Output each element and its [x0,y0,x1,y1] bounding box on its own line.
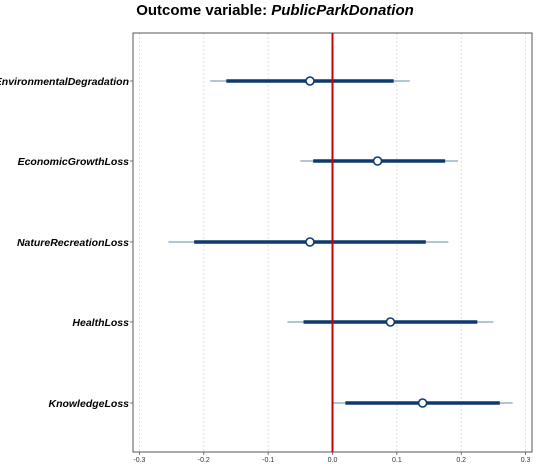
x-tick-label: 0.2 [456,457,466,464]
chart-title: Outcome variable: PublicParkDonation [0,2,550,19]
point-estimate [372,156,383,166]
point-estimate [385,317,396,327]
x-tick-label: 0.1 [392,457,402,464]
x-tick-label: -0.1 [262,457,274,464]
y-label: NatureRecreationLoss [17,237,129,249]
y-label: KnowledgeLoss [48,398,129,410]
chart-title-prefix: Outcome variable: [136,2,272,19]
x-tick-label: -0.2 [198,457,210,464]
x-tick-label: 0.3 [521,457,531,464]
y-label: EnvironmentalDegradation [0,76,129,88]
x-tick-label: -0.3 [133,457,145,464]
point-estimate [305,237,315,247]
point-estimate [305,76,315,86]
point-estimate [417,398,428,408]
y-label: EconomicGrowthLoss [18,156,130,168]
y-label: HealthLoss [72,317,129,329]
chart-title-variable: PublicParkDonation [271,2,414,19]
x-tick-label: 0.0 [328,457,338,464]
